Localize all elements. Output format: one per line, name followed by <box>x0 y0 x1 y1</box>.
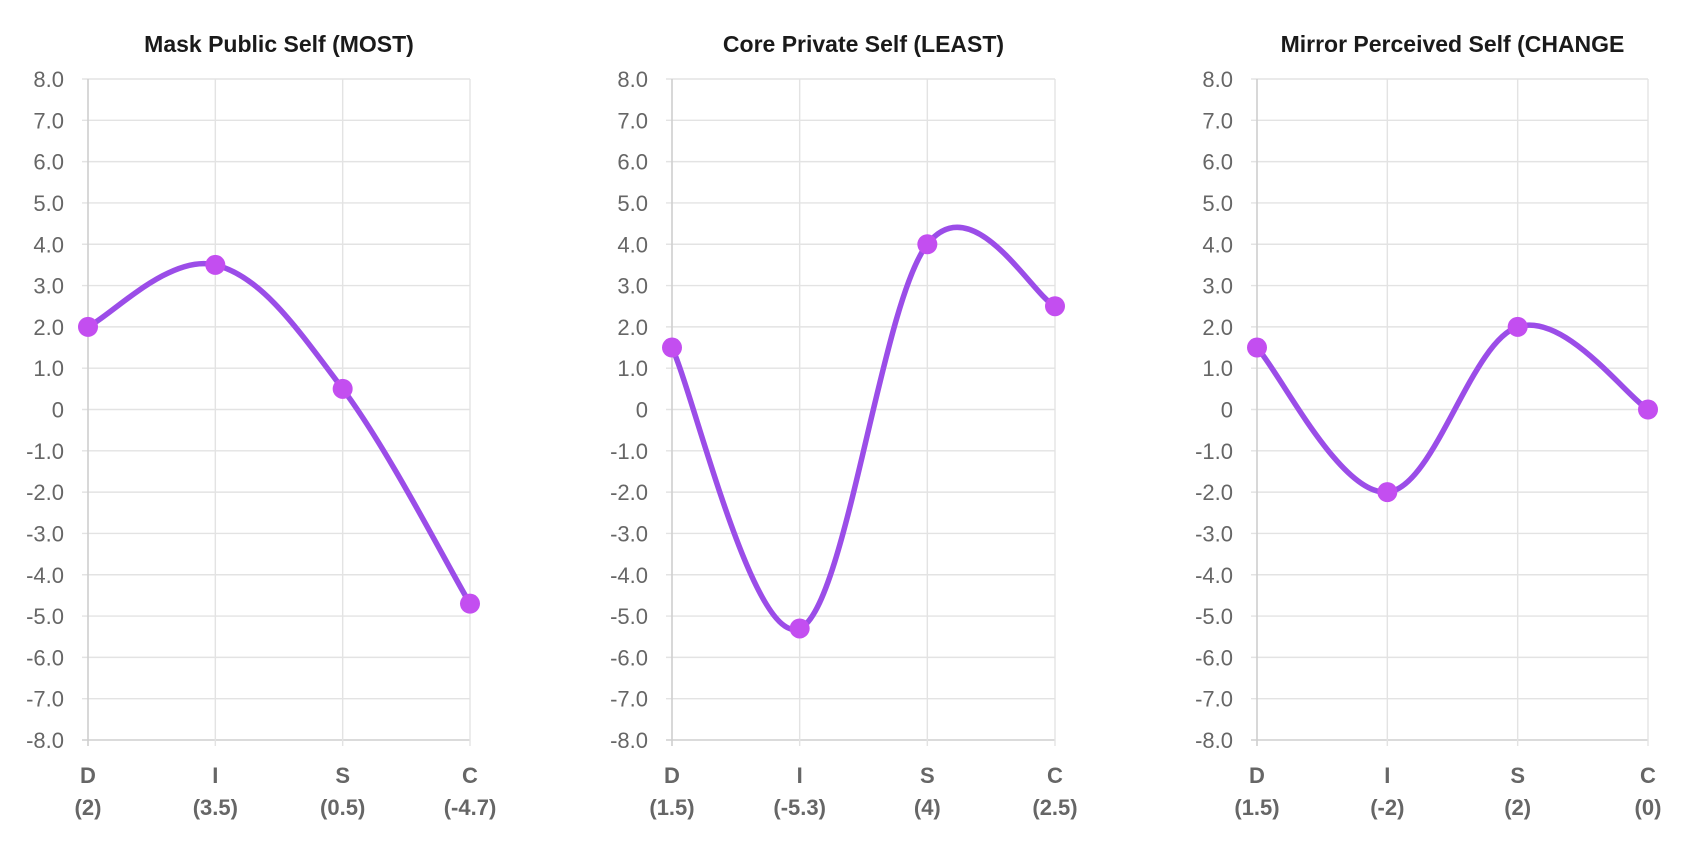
chart-2-y-tick-label: -8.0 <box>610 728 648 753</box>
chart-3-y-tick-label: 5.0 <box>1202 191 1233 216</box>
chart-3-series-line <box>1254 322 1651 495</box>
chart-1-y-tick-label: -8.0 <box>26 728 64 753</box>
chart-3-data-point-d <box>1247 337 1267 358</box>
chart-1-y-tick-label: 8.0 <box>33 67 64 92</box>
chart-1-y-tick-label: 2.0 <box>33 315 64 340</box>
chart-3-y-tick-label: -3.0 <box>1195 521 1233 546</box>
chart-1-y-tick-label: 4.0 <box>33 232 64 257</box>
chart-3-data-point-i <box>1377 482 1398 503</box>
chart-3-category-label: I <box>1384 763 1390 788</box>
chart-3-data-point-s <box>1507 316 1528 337</box>
chart-2-data-point-s <box>917 234 938 255</box>
chart-3-category-label: D <box>1249 763 1265 788</box>
chart-2-y-tick-label: -7.0 <box>610 687 648 712</box>
chart-1-y-tick-label: -4.0 <box>26 563 64 588</box>
chart-2-y-tick-label: 8.0 <box>617 67 648 92</box>
chart-3: Mirror Perceived Self (CHANGE 8.0 7.0 6.0 5.… <box>1195 31 1661 820</box>
chart-2-y-tick-label: -6.0 <box>610 645 648 670</box>
chart-2-category-sublabel: (2.5) <box>1032 795 1077 820</box>
chart-1-category-label: I <box>212 763 218 788</box>
chart-2-y-tick-label: 4.0 <box>617 232 648 257</box>
chart-3-y-tick-label: 1.0 <box>1202 356 1233 381</box>
chart-1-y-tick-label: 1.0 <box>33 356 64 381</box>
chart-2-data-point-c <box>1045 296 1065 317</box>
chart-3-data-point-c <box>1638 399 1658 420</box>
chart-1-category-sublabel: (0.5) <box>320 795 365 820</box>
chart-2-category-label: D <box>664 763 680 788</box>
chart-1-y-tick-label: 3.0 <box>33 274 64 299</box>
chart-3-y-tick-label: 0 <box>1221 398 1233 423</box>
chart-1-category-sublabel: (2) <box>75 795 102 820</box>
chart-1-y-tick-label: 7.0 <box>33 108 64 133</box>
chart-2-category-label: C <box>1047 763 1063 788</box>
chart-1-y-tick-label: -3.0 <box>26 521 64 546</box>
chart-1-y-tick-label: 6.0 <box>33 150 64 175</box>
chart-2-y-tick-label: 6.0 <box>617 150 648 175</box>
chart-1-data-point-i <box>205 254 226 275</box>
chart-3-y-tick-label: -8.0 <box>1195 728 1233 753</box>
chart-2-y-tick-label: -4.0 <box>610 563 648 588</box>
chart-1-y-tick-label: -1.0 <box>26 439 64 464</box>
chart-3-y-tick-label: 8.0 <box>1202 67 1233 92</box>
chart-2: Core Private Self (LEAST) 8.0 7.0 6.0 5.0 4.0… <box>610 31 1078 820</box>
chart-3-y-tick-label: 6.0 <box>1202 150 1233 175</box>
chart-1-data-point-s <box>332 378 353 399</box>
chart-3-y-tick-label: -6.0 <box>1195 645 1233 670</box>
chart-1-category-sublabel: (3.5) <box>193 795 238 820</box>
chart-3-category-sublabel: (0) <box>1635 795 1662 820</box>
chart-3-category-sublabel: (1.5) <box>1234 795 1279 820</box>
chart-3-y-tick-label: 7.0 <box>1202 108 1233 133</box>
chart-2-y-tick-label: 5.0 <box>617 191 648 216</box>
chart-3-category-sublabel: (2) <box>1504 795 1531 820</box>
chart-3-y-tick-label: 3.0 <box>1202 274 1233 299</box>
chart-1-y-tick-label: -5.0 <box>26 604 64 629</box>
chart-1-y-tick-label: -6.0 <box>26 645 64 670</box>
chart-3-y-tick-label: -2.0 <box>1195 480 1233 505</box>
chart-2-y-tick-label: 7.0 <box>617 108 648 133</box>
chart-2-y-tick-label: -2.0 <box>610 480 648 505</box>
chart-2-y-tick-label: 1.0 <box>617 356 648 381</box>
chart-2-y-tick-label: 2.0 <box>617 315 648 340</box>
chart-1-category-label: C <box>462 763 478 788</box>
chart-2-category-sublabel: (-5.3) <box>773 795 826 820</box>
chart-3-y-tick-label: 2.0 <box>1202 315 1233 340</box>
chart-1: Mask Public Self (MOST) 8.0 7.0 6.0 5.0 4.0 3.… <box>26 31 496 820</box>
chart-1-y-tick-label: -2.0 <box>26 480 64 505</box>
chart-2-category-sublabel: (4) <box>914 795 941 820</box>
chart-1-y-tick-label: -7.0 <box>26 687 64 712</box>
chart-2-y-tick-label: -3.0 <box>610 521 648 546</box>
chart-2-y-tick-label: -5.0 <box>610 604 648 629</box>
chart-1-category-label: S <box>335 763 350 788</box>
chart-2-data-point-i <box>789 618 810 639</box>
chart-2-y-tick-label: 3.0 <box>617 274 648 299</box>
chart-1-data-point-d <box>78 316 98 337</box>
chart-3-y-tick-label: -7.0 <box>1195 687 1233 712</box>
chart-2-category-sublabel: (1.5) <box>649 795 694 820</box>
chart-3-y-tick-label: -5.0 <box>1195 604 1233 629</box>
chart-3-y-tick-label: -1.0 <box>1195 439 1233 464</box>
chart-1-y-tick-label: 5.0 <box>33 191 64 216</box>
chart-2-category-label: S <box>920 763 935 788</box>
chart-1-series-line <box>85 260 473 607</box>
chart-3-category-sublabel: (-2) <box>1370 795 1404 820</box>
chart-2-title: Core Private Self (LEAST) <box>723 31 1004 57</box>
chart-3-y-tick-label: -4.0 <box>1195 563 1233 588</box>
chart-3-y-tick-label: 4.0 <box>1202 232 1233 257</box>
chart-2-series-line <box>669 224 1058 632</box>
chart-3-category-label: S <box>1510 763 1525 788</box>
chart-2-y-tick-label: 0 <box>636 398 648 423</box>
chart-1-data-point-c <box>460 593 480 614</box>
chart-2-y-tick-label: -1.0 <box>610 439 648 464</box>
chart-1-title: Mask Public Self (MOST) <box>144 31 414 57</box>
chart-1-category-label: D <box>80 763 96 788</box>
chart-3-title: Mirror Perceived Self (CHANGE <box>1281 31 1625 57</box>
chart-2-data-point-d <box>662 337 682 358</box>
chart-2-category-label: I <box>797 763 803 788</box>
chart-1-y-tick-label: 0 <box>52 398 64 423</box>
chart-1-category-sublabel: (-4.7) <box>444 795 497 820</box>
chart-3-category-label: C <box>1640 763 1656 788</box>
